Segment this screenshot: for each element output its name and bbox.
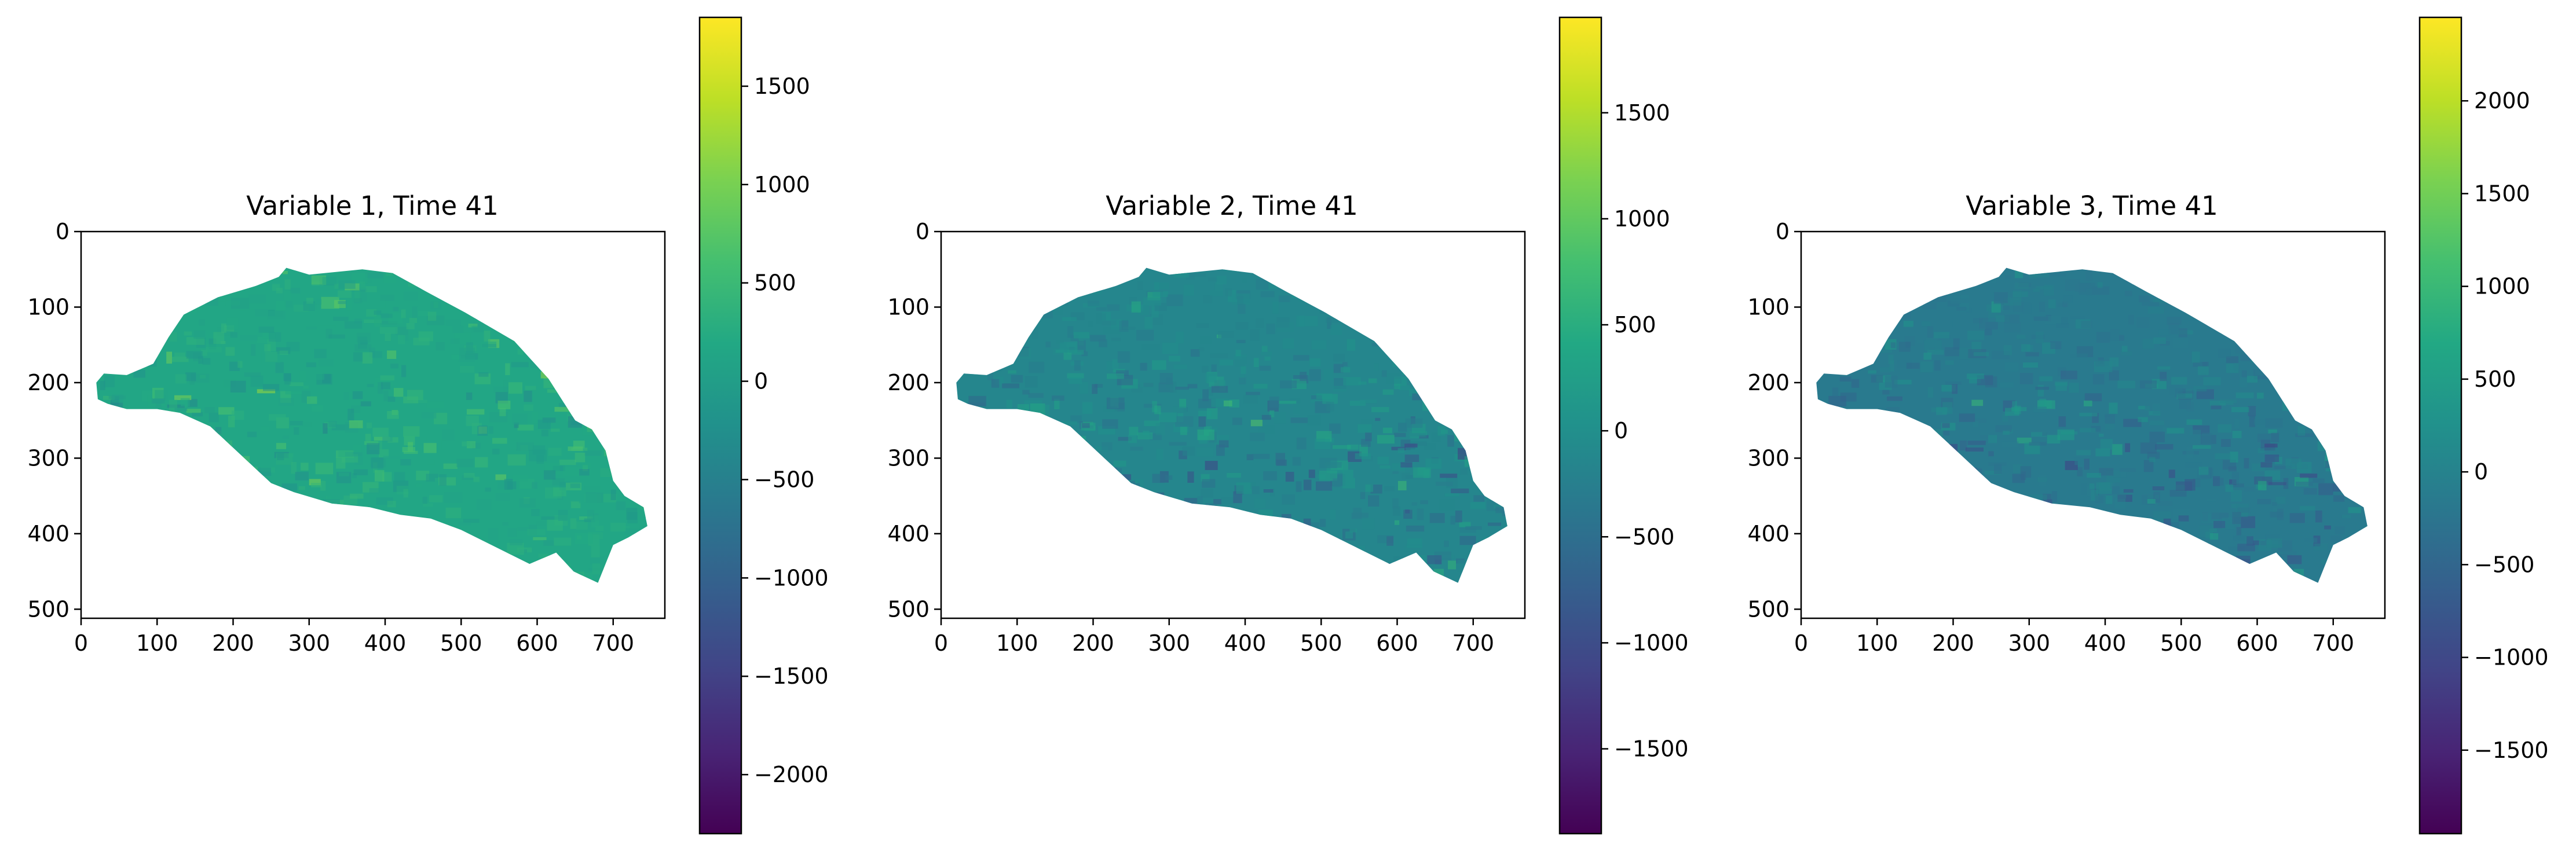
colorbar-tick-label: 1500 <box>754 74 810 99</box>
colorbar-tick-label: −1500 <box>1614 736 1689 762</box>
y-tick-label: 400 <box>887 521 930 546</box>
colorbar-tick-label: 1500 <box>1614 100 1670 126</box>
panel-variable-2: Variable 2, Time 41 0 100 200 300 400 500 600 7… <box>887 16 1689 835</box>
panel-variable-3: Variable 3, Time 41 0 100 200 300 400 500 600 7… <box>1747 16 2549 835</box>
x-tick-label: 400 <box>364 630 407 656</box>
colorbar-tick-label: −1000 <box>1614 630 1689 655</box>
y-axis: 0 100 200 300 400 500 <box>887 219 941 622</box>
land-mass <box>1816 267 2368 583</box>
x-tick-label: 200 <box>1932 630 1974 656</box>
y-tick-label: 500 <box>887 596 930 622</box>
y-axis: 0 100 200 300 400 500 <box>1747 219 1801 622</box>
y-tick-label: 200 <box>887 370 930 395</box>
chart-title: Variable 2, Time 41 <box>1106 190 1357 221</box>
colorbar-tick-label: −500 <box>2474 552 2534 577</box>
colorbar-tick-label: 0 <box>1614 418 1628 443</box>
x-tick-label: 600 <box>2236 630 2278 656</box>
x-tick-label: 300 <box>288 630 330 656</box>
y-tick-label: 300 <box>887 445 930 471</box>
axes-frame <box>1800 230 2386 619</box>
colorbar-axis: 1500 1000 500 0 −500 −1000 −1500 <box>1601 100 1689 762</box>
colorbar-tick-label: −2000 <box>754 762 829 787</box>
x-axis: 0 100 200 300 400 500 600 700 <box>1794 618 2354 656</box>
y-tick-label: 100 <box>887 294 930 320</box>
y-tick-label: 400 <box>1747 521 1790 546</box>
heatmap-image <box>1816 267 2368 583</box>
x-tick-label: 700 <box>1452 630 1494 656</box>
y-tick-label: 500 <box>1747 596 1790 622</box>
axes-frame <box>940 230 1526 619</box>
y-tick-label: 100 <box>27 294 69 320</box>
x-tick-label: 0 <box>1794 630 1808 656</box>
x-tick-label: 500 <box>2160 630 2202 656</box>
colorbar-tick-label: −1500 <box>754 663 829 689</box>
x-tick-label: 100 <box>136 630 178 656</box>
colorbar-axis: 1500 1000 500 0 −500 −1000 −1500 −2000 <box>741 74 829 787</box>
x-tick-label: 600 <box>1376 630 1418 656</box>
panel-variable-1: Variable 1, Time 41 0 100 200 300 400 500 600 7… <box>27 16 829 835</box>
x-tick-label: 300 <box>2008 630 2050 656</box>
x-tick-label: 400 <box>2084 630 2127 656</box>
colorbar-tick-label: 2000 <box>2474 88 2530 113</box>
x-tick-label: 700 <box>592 630 634 656</box>
colorbar-tick-label: −500 <box>754 467 814 492</box>
y-tick-label: 200 <box>1747 370 1790 395</box>
colorbar-tick-label: −1500 <box>2474 738 2549 763</box>
x-axis: 0 100 200 300 400 500 600 700 <box>934 618 1494 656</box>
chart-title: Variable 1, Time 41 <box>246 190 498 221</box>
colorbar-tick-label: 1000 <box>754 172 810 197</box>
x-tick-label: 500 <box>440 630 482 656</box>
y-tick-label: 500 <box>27 596 69 622</box>
x-tick-label: 200 <box>212 630 254 656</box>
colorbar-tick-label: 1000 <box>1614 206 1670 232</box>
x-tick-label: 300 <box>1148 630 1190 656</box>
heatmap-image <box>96 267 647 583</box>
x-tick-label: 100 <box>1856 630 1898 656</box>
y-tick-label: 0 <box>56 219 69 244</box>
x-tick-label: 700 <box>2312 630 2354 656</box>
colorbar-tick-label: 500 <box>1614 312 1656 338</box>
colorbar-tick-label: 1000 <box>2474 274 2530 299</box>
colorbar <box>2418 16 2462 835</box>
axes-frame <box>80 230 666 619</box>
y-tick-label: 300 <box>1747 445 1790 471</box>
x-tick-label: 600 <box>516 630 558 656</box>
colorbar <box>1558 16 1602 835</box>
x-tick-label: 500 <box>1300 630 1342 656</box>
colorbar-tick-label: −1000 <box>754 565 829 590</box>
colorbar-tick-label: 500 <box>2474 366 2516 392</box>
y-tick-label: 200 <box>27 370 69 395</box>
colorbar-axis: 2000 1500 1000 500 0 −500 −1000 −1500 <box>2461 88 2549 763</box>
y-tick-label: 400 <box>27 521 69 546</box>
colorbar-tick-label: 500 <box>754 270 796 296</box>
x-tick-label: 200 <box>1072 630 1114 656</box>
colorbar <box>698 16 742 835</box>
colorbar-tick-label: 1500 <box>2474 181 2530 206</box>
y-axis: 0 100 200 300 400 500 <box>27 219 81 622</box>
x-axis: 0 100 200 300 400 500 600 700 <box>74 618 634 656</box>
y-tick-label: 100 <box>1747 294 1790 320</box>
x-tick-label: 0 <box>74 630 88 656</box>
y-tick-label: 0 <box>1776 219 1790 244</box>
x-tick-label: 400 <box>1224 630 1267 656</box>
colorbar-tick-label: 0 <box>754 369 768 394</box>
colorbar-tick-label: −500 <box>1614 524 1674 549</box>
chart-title: Variable 3, Time 41 <box>1966 190 2218 221</box>
x-tick-label: 100 <box>996 630 1038 656</box>
colorbar-tick-label: 0 <box>2474 459 2488 485</box>
y-tick-label: 300 <box>27 445 69 471</box>
y-tick-label: 0 <box>916 219 930 244</box>
heatmap-image <box>956 267 1507 583</box>
x-tick-label: 0 <box>934 630 948 656</box>
colorbar-tick-label: −1000 <box>2474 645 2549 670</box>
